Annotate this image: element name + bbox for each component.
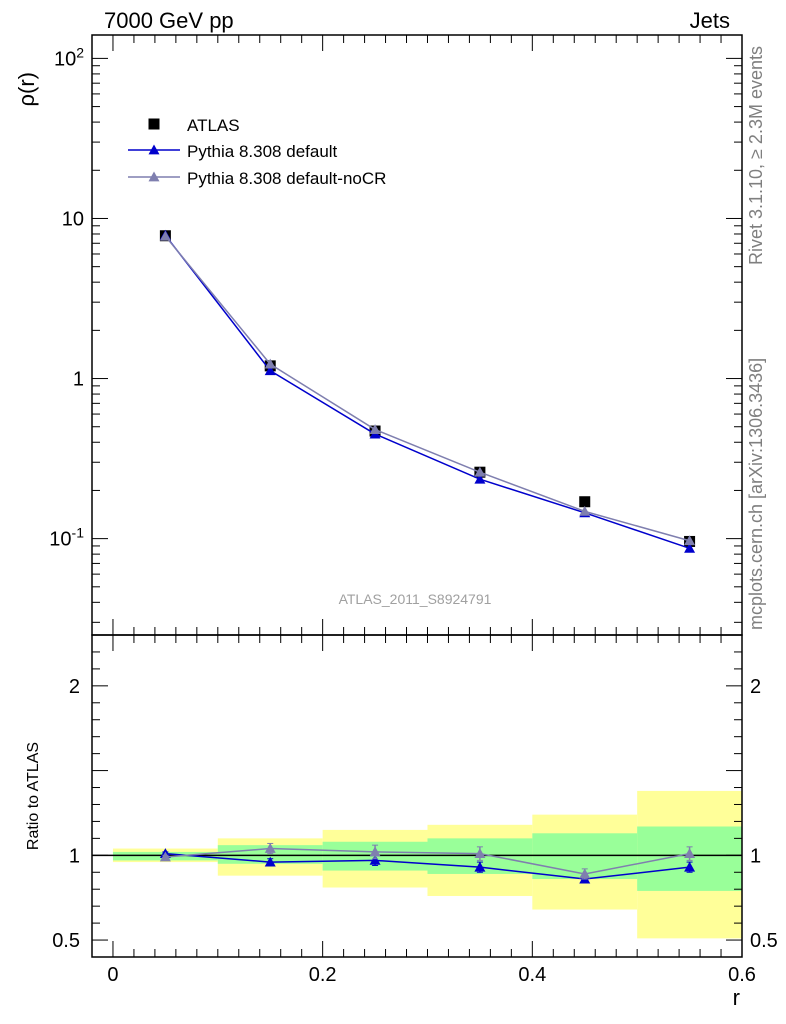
legend-pythia-nocr-marker bbox=[148, 171, 160, 182]
ratio-plot-frame bbox=[91, 634, 743, 958]
legend-pythia-nocr-label: Pythia 8.308 default-noCR bbox=[187, 169, 386, 188]
ratio-y-axis-label: Ratio to ATLAS bbox=[25, 742, 42, 850]
pythia-nocr-point bbox=[159, 230, 171, 241]
pythia-default-point bbox=[264, 365, 276, 376]
pythia-default-ratio-point bbox=[369, 854, 381, 865]
x-tick-label: 0.6 bbox=[728, 964, 756, 986]
y-tick-label: 10 bbox=[62, 208, 84, 230]
y-tick-label: 102 bbox=[54, 44, 84, 70]
pythia-nocr-point bbox=[474, 466, 486, 477]
pythia-nocr-ratio-point bbox=[684, 848, 696, 859]
x-axis-label: r bbox=[733, 985, 740, 1010]
ratio-y-tick-label-right: 2 bbox=[750, 676, 761, 698]
legend-pythia-default-marker bbox=[148, 144, 160, 155]
ratio-y-tick-label-right: 1 bbox=[750, 845, 761, 867]
pythia-nocr-ratio-point bbox=[579, 868, 591, 879]
legend-atlas-label: ATLAS bbox=[187, 116, 240, 135]
analysis-id-label: ATLAS_2011_S8924791 bbox=[339, 591, 492, 607]
pythia-nocr-point bbox=[579, 505, 591, 516]
legend-pythia-default-label: Pythia 8.308 default bbox=[187, 142, 338, 161]
pythia-default-ratio-line bbox=[165, 852, 690, 880]
pythia-default-ratio-point bbox=[264, 856, 276, 867]
header-right-label: Jets bbox=[689, 8, 730, 33]
header-left-label: 7000 GeV pp bbox=[104, 8, 234, 33]
legend-atlas-marker bbox=[148, 118, 160, 130]
ratio-y-tick-label: 0.5 bbox=[52, 930, 80, 952]
x-tick-label: 0 bbox=[107, 964, 118, 986]
ratio-y-tick-label: 2 bbox=[69, 676, 80, 698]
pythia-default-ratio-point bbox=[474, 861, 486, 872]
pythia-nocr-point bbox=[369, 424, 381, 434]
pythia-nocr-ratio-point bbox=[474, 848, 486, 859]
pythia-default-ratio-point bbox=[684, 861, 696, 872]
x-tick-label: 0.2 bbox=[309, 964, 337, 986]
pythia-nocr-ratio-line bbox=[165, 847, 690, 875]
ratio-y-tick-label: 1 bbox=[69, 845, 80, 867]
pythia-default-point bbox=[684, 542, 696, 553]
pythia-nocr-line bbox=[164, 235, 690, 542]
pythia-default-line bbox=[164, 234, 690, 550]
pythia-nocr-point bbox=[684, 535, 696, 546]
x-tick-label: 0.4 bbox=[518, 964, 546, 986]
ratio-y-tick-label-right: 0.5 bbox=[750, 930, 778, 952]
atlas-data-point bbox=[579, 496, 591, 508]
pythia-default-point bbox=[474, 473, 486, 484]
y-axis-label: ρ(r) bbox=[14, 72, 39, 107]
pythia-nocr-ratio-point bbox=[369, 846, 381, 857]
y-tick-label: 1 bbox=[73, 369, 84, 391]
pythia-nocr-ratio-point bbox=[159, 851, 171, 862]
pythia-nocr-point bbox=[264, 358, 276, 369]
pythia-nocr-ratio-point bbox=[264, 843, 276, 853]
y-tick-label: 10-1 bbox=[49, 525, 84, 551]
